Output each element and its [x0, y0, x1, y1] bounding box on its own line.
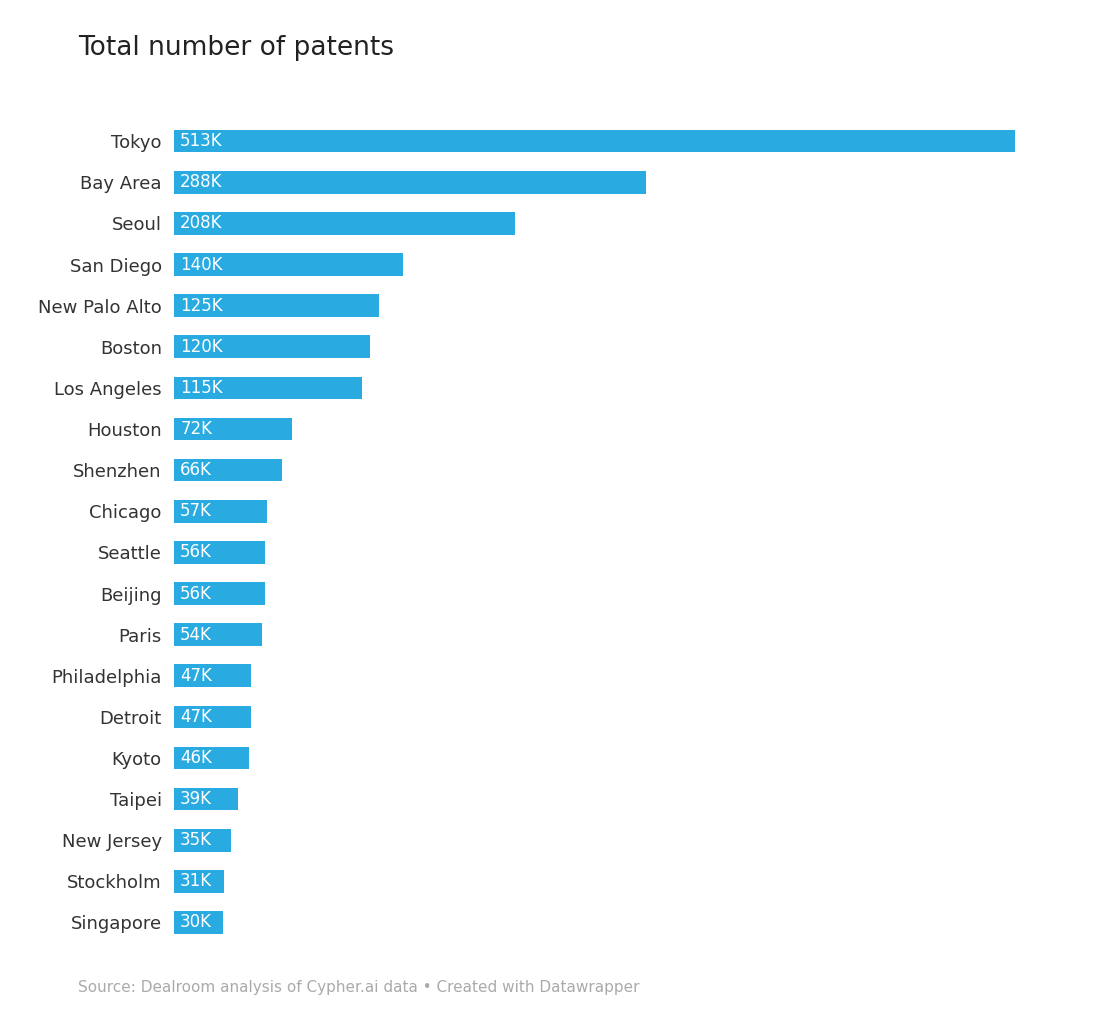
Bar [174, 171, 646, 193]
Text: 72K: 72K [180, 420, 212, 438]
Text: 31K: 31K [180, 872, 213, 890]
Bar [174, 500, 267, 523]
Text: 56K: 56K [180, 585, 212, 603]
Text: 288K: 288K [180, 173, 223, 191]
Text: 513K: 513K [180, 132, 223, 150]
Text: 39K: 39K [180, 790, 212, 808]
Bar [174, 377, 362, 399]
Bar [174, 623, 262, 646]
Text: Total number of patents: Total number of patents [78, 35, 394, 62]
Bar [174, 706, 251, 728]
Text: 47K: 47K [180, 708, 212, 726]
Text: 115K: 115K [180, 379, 223, 397]
Bar [174, 541, 265, 563]
Text: 30K: 30K [180, 914, 212, 932]
Text: 54K: 54K [180, 626, 212, 643]
Text: 57K: 57K [180, 502, 212, 521]
Bar [174, 911, 223, 934]
Bar [174, 582, 265, 605]
Text: 125K: 125K [180, 297, 223, 315]
Text: Source: Dealroom analysis of Cypher.ai data • Created with Datawrapper: Source: Dealroom analysis of Cypher.ai d… [78, 980, 640, 995]
Text: 35K: 35K [180, 832, 212, 849]
Text: 140K: 140K [180, 255, 223, 274]
Bar [174, 747, 249, 769]
Bar [174, 870, 224, 892]
Bar [174, 335, 371, 358]
Text: 47K: 47K [180, 667, 212, 685]
Bar [174, 459, 282, 481]
Bar [174, 295, 379, 317]
Bar [174, 130, 1015, 153]
Bar [174, 829, 231, 852]
Bar [174, 788, 237, 810]
Text: 66K: 66K [180, 461, 212, 479]
Text: 208K: 208K [180, 215, 223, 232]
Text: 120K: 120K [180, 337, 223, 356]
Text: 46K: 46K [180, 749, 212, 767]
Bar [174, 253, 403, 276]
Bar [174, 665, 251, 687]
Bar [174, 417, 291, 441]
Bar [174, 212, 515, 235]
Text: 56K: 56K [180, 543, 212, 561]
